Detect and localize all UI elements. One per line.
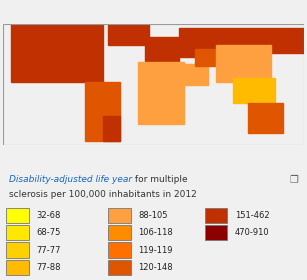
Text: 119-119: 119-119: [138, 246, 173, 255]
Text: 151-462: 151-462: [235, 211, 269, 220]
Text: 120-148: 120-148: [138, 263, 173, 272]
Bar: [103, 116, 120, 141]
FancyBboxPatch shape: [108, 260, 131, 275]
Text: 68-75: 68-75: [36, 228, 60, 237]
Text: 106-118: 106-118: [138, 228, 173, 237]
FancyBboxPatch shape: [6, 225, 29, 240]
Bar: [195, 49, 245, 66]
Bar: [85, 83, 120, 141]
Text: 470-910: 470-910: [235, 228, 269, 237]
Text: 77-77: 77-77: [36, 246, 61, 255]
Bar: [138, 62, 185, 124]
Bar: [145, 36, 179, 66]
Bar: [107, 24, 149, 45]
Text: 77-88: 77-88: [36, 263, 61, 272]
Text: Disability-adjusted life year: Disability-adjusted life year: [9, 175, 132, 184]
Text: 32-68: 32-68: [36, 211, 60, 220]
Bar: [11, 24, 103, 83]
FancyBboxPatch shape: [108, 207, 131, 223]
FancyBboxPatch shape: [108, 225, 131, 240]
Text: 88-105: 88-105: [138, 211, 168, 220]
Bar: [183, 64, 208, 85]
FancyBboxPatch shape: [6, 242, 29, 258]
Text: sclerosis per 100,000 inhabitants in 2012: sclerosis per 100,000 inhabitants in 201…: [9, 190, 197, 199]
Bar: [179, 28, 304, 53]
Text: ❐: ❐: [289, 175, 298, 185]
Text: for multiple: for multiple: [132, 175, 188, 184]
FancyBboxPatch shape: [108, 242, 131, 258]
FancyBboxPatch shape: [6, 207, 29, 223]
Bar: [179, 36, 212, 57]
FancyBboxPatch shape: [6, 260, 29, 275]
FancyBboxPatch shape: [205, 207, 227, 223]
FancyBboxPatch shape: [205, 225, 227, 240]
Bar: [233, 78, 275, 103]
Bar: [216, 45, 270, 83]
Bar: [248, 103, 283, 133]
